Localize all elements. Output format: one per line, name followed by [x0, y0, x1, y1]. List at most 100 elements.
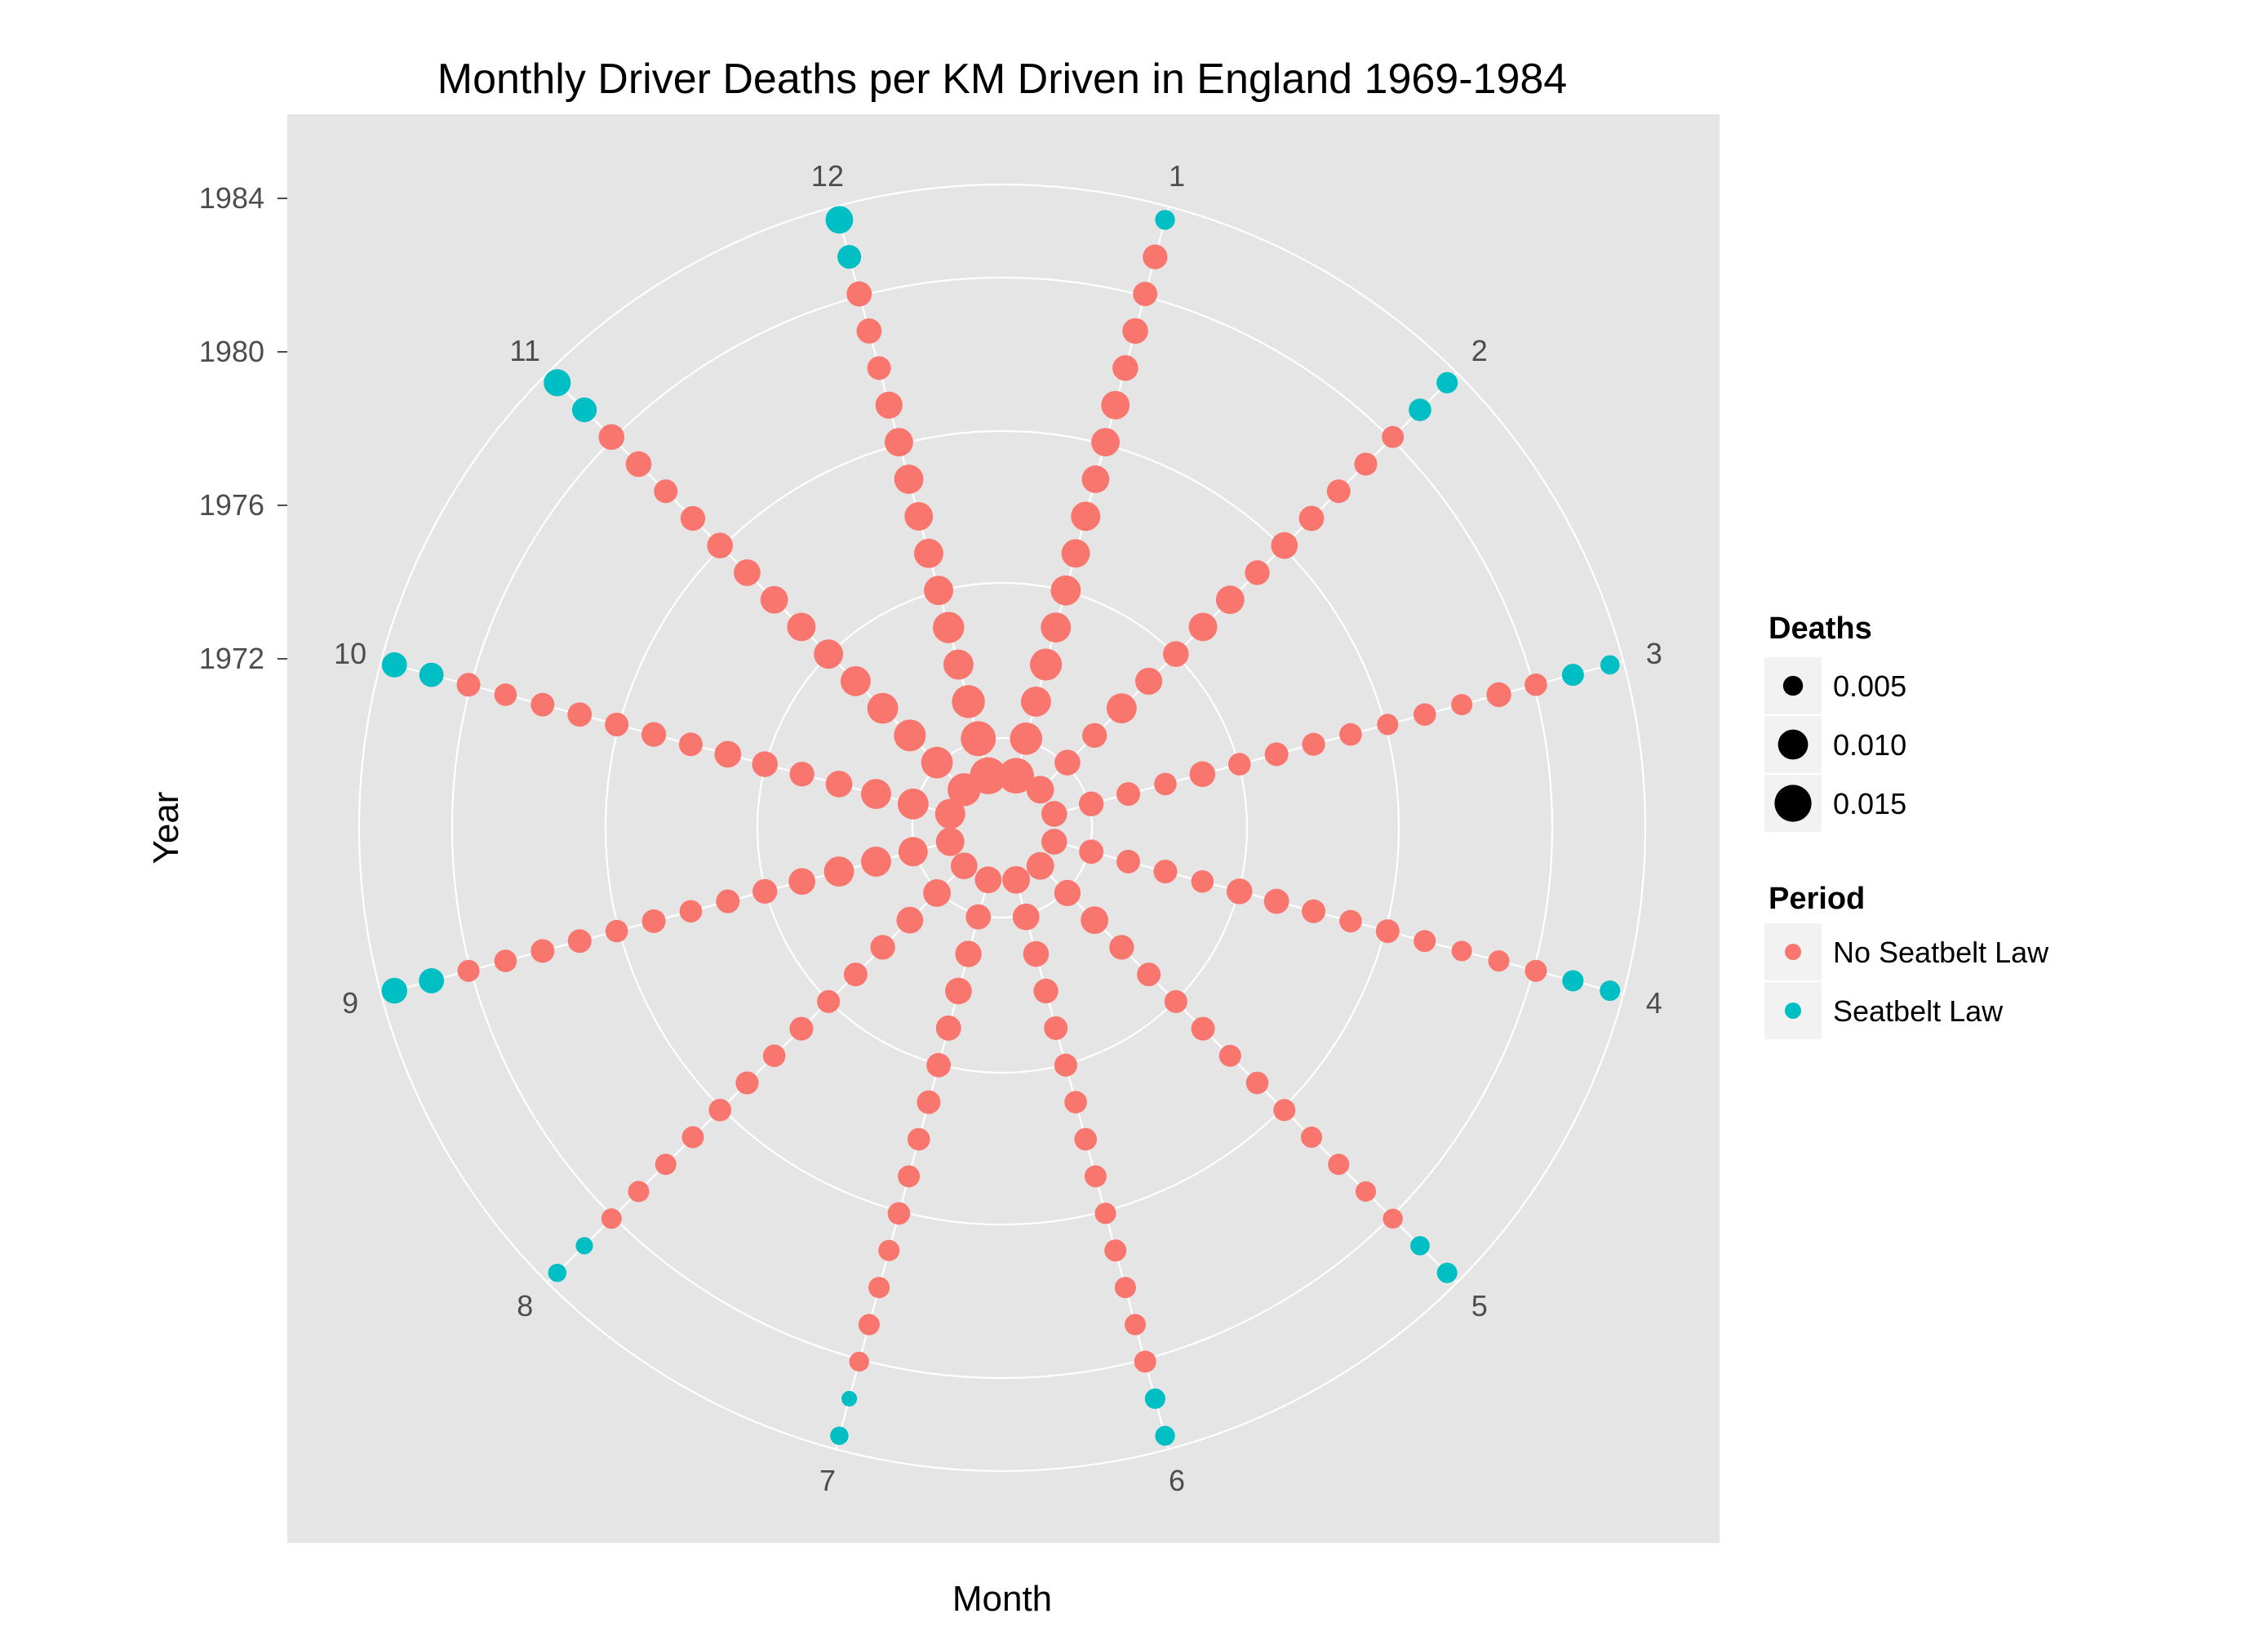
data-point: [1339, 722, 1362, 746]
color-legend-label: No Seatbelt Law: [1833, 936, 2049, 969]
data-point: [1188, 612, 1218, 642]
size-legend-label: 0.015: [1833, 787, 1906, 820]
data-point: [419, 662, 444, 687]
data-point: [735, 1071, 759, 1095]
data-point: [1122, 318, 1148, 345]
data-point: [1302, 732, 1325, 756]
data-point: [457, 959, 480, 982]
grid-circle: [357, 183, 1647, 1473]
data-point: [625, 451, 652, 478]
data-point: [934, 798, 965, 829]
data-point: [1109, 935, 1134, 960]
data-point: [1135, 667, 1163, 695]
data-point: [752, 751, 779, 777]
data-point: [1264, 742, 1289, 767]
y-axis-label: Year: [146, 792, 186, 865]
data-point: [841, 1390, 858, 1407]
month-tick-label: 12: [811, 159, 844, 193]
data-point: [1116, 849, 1141, 874]
data-point: [861, 779, 891, 810]
data-point: [858, 1314, 880, 1336]
data-point: [678, 732, 703, 757]
data-point: [1226, 878, 1253, 905]
data-point: [628, 1180, 650, 1203]
data-point: [1302, 899, 1326, 923]
size-legend-key-dot: [1774, 785, 1812, 822]
data-point: [1155, 1425, 1175, 1446]
data-point: [1033, 978, 1059, 1004]
data-point: [924, 576, 954, 606]
data-point: [567, 929, 592, 954]
data-point: [1227, 753, 1251, 776]
data-point: [1023, 940, 1050, 967]
data-point: [544, 369, 571, 397]
data-point: [868, 1277, 890, 1299]
data-point: [1041, 829, 1067, 855]
data-point: [1382, 425, 1405, 448]
size-legend-keys: 0.005 0.010 0.015: [1764, 657, 1906, 832]
data-point: [530, 939, 555, 963]
data-point: [419, 967, 445, 994]
data-point: [1030, 648, 1063, 681]
grid-circle: [911, 736, 1094, 919]
data-point: [974, 866, 1002, 894]
data-point: [921, 746, 953, 779]
data-point: [734, 559, 761, 586]
month-tick-label: 11: [510, 334, 540, 367]
data-point: [965, 904, 992, 930]
data-point: [952, 685, 985, 718]
y-tick-label: 1980: [199, 335, 264, 368]
size-legend-label: 0.005: [1833, 669, 1906, 703]
data-point: [1081, 722, 1107, 749]
data-point: [1436, 371, 1458, 393]
data-point: [1079, 839, 1104, 865]
month-tick-label: 5: [1471, 1289, 1488, 1323]
data-point: [598, 424, 625, 451]
size-legend-key-dot: [1782, 675, 1804, 696]
data-point: [998, 758, 1034, 794]
month-tick-label: 1: [1169, 159, 1185, 193]
data-point: [1012, 903, 1040, 931]
x-axis-label: Month: [952, 1579, 1052, 1619]
data-point: [1413, 703, 1436, 727]
data-point: [840, 665, 871, 696]
data-point: [870, 935, 895, 960]
data-point: [1189, 761, 1216, 788]
data-point: [1355, 1180, 1377, 1203]
data-point: [1155, 210, 1175, 230]
data-point: [1245, 560, 1270, 585]
month-tick-label: 2: [1471, 334, 1488, 367]
month-tick-label: 3: [1646, 637, 1662, 670]
chart-title: Monthly Driver Deaths per KM Driven in E…: [437, 56, 1567, 103]
data-point: [789, 762, 814, 787]
data-point: [654, 479, 678, 504]
data-point: [1054, 749, 1081, 776]
data-point: [1061, 539, 1090, 568]
month-tick-label: 6: [1169, 1464, 1185, 1497]
color-legend-label: Seatbelt Law: [1833, 994, 2004, 1028]
data-point: [950, 852, 978, 880]
data-point: [935, 1015, 961, 1041]
data-point: [1215, 585, 1245, 615]
data-point: [494, 949, 517, 972]
data-point: [1410, 1236, 1430, 1256]
data-point: [1143, 244, 1168, 269]
data-point: [1134, 1350, 1156, 1373]
data-point: [843, 962, 868, 987]
color-legend-key-dot: [1785, 944, 1801, 960]
data-point: [1488, 950, 1510, 972]
data-point: [456, 673, 481, 697]
data-point: [1451, 940, 1472, 962]
data-point: [926, 1052, 951, 1078]
data-point: [1125, 1314, 1147, 1336]
data-point: [884, 428, 913, 457]
data-point: [1263, 888, 1289, 914]
data-point: [1081, 465, 1110, 493]
data-point: [1339, 909, 1362, 933]
data-point: [1084, 1165, 1107, 1188]
data-point: [788, 868, 816, 896]
y-tick-label: 1984: [199, 181, 264, 215]
data-point: [381, 977, 408, 1004]
data-point: [878, 1239, 900, 1261]
